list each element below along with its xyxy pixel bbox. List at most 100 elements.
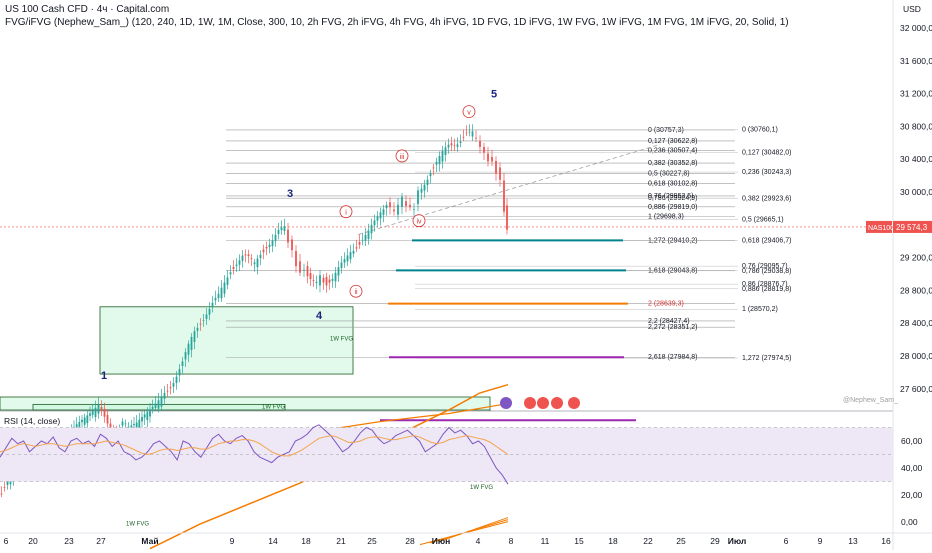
candle-body — [471, 131, 474, 137]
candle-body — [287, 229, 289, 243]
candle-body — [361, 239, 364, 241]
candle-body — [468, 131, 471, 133]
candle-body — [187, 343, 190, 355]
candle-body — [190, 336, 193, 351]
candle-body — [163, 393, 166, 399]
candle-body — [121, 421, 124, 426]
candle-body — [250, 258, 253, 260]
candle-body — [124, 423, 127, 425]
candle-body — [315, 281, 318, 283]
fib-level-label: 0,127 (30482,0) — [742, 149, 791, 156]
time-tick-label: 6 — [784, 536, 789, 546]
candle-body — [193, 331, 196, 342]
candle-body — [83, 417, 86, 425]
candle-body — [78, 421, 81, 427]
candle-body — [417, 190, 419, 205]
candle-body — [3, 487, 6, 489]
fib-level-label: 0,236 (30507,4) — [648, 147, 697, 154]
candle-body — [214, 297, 217, 301]
candle-body — [312, 280, 315, 282]
candle-body — [479, 141, 481, 147]
candle-body — [226, 277, 229, 285]
fvg-zone-label: 1W FVG — [262, 404, 285, 410]
svg-text:iii: iii — [400, 154, 405, 161]
rsi-tick-label: 0,00 — [901, 517, 918, 527]
symbol-tag-label: NAS100 — [868, 225, 894, 232]
watermark: @Nephew_Sam_ — [843, 397, 898, 404]
event-icon — [500, 397, 512, 409]
candle-body — [495, 161, 497, 174]
candle-body — [459, 141, 462, 143]
svg-text:v: v — [467, 110, 471, 117]
candle-body — [143, 414, 146, 418]
time-tick-label: Июл — [728, 536, 747, 546]
candle-body — [340, 262, 343, 268]
candle-body — [94, 407, 97, 418]
candle-body — [184, 352, 187, 360]
candle-body — [373, 220, 376, 226]
candle-body — [154, 403, 157, 408]
candle-body — [385, 205, 388, 209]
candle-body — [444, 147, 447, 156]
candle-body — [401, 196, 403, 207]
candle-body — [456, 144, 459, 147]
fib-level-label: 0,127 (30622,8) — [648, 138, 697, 145]
time-tick-label: 28 — [405, 536, 415, 546]
candle-body — [453, 145, 456, 147]
candle-body — [379, 212, 382, 219]
fib-level-label: 0,382 (30352,8) — [648, 160, 697, 167]
candle-body — [262, 249, 265, 253]
candle-body — [370, 224, 373, 234]
price-tick-label: 32 000,0 — [900, 23, 932, 33]
candle-body — [205, 314, 208, 320]
candle-body — [325, 276, 328, 286]
candle-body — [133, 423, 135, 426]
fib-level-label: 0,618 (30102,8) — [648, 181, 697, 188]
candle-body — [506, 205, 508, 230]
candle-body — [109, 423, 112, 430]
wave-label-v: v — [462, 105, 476, 119]
fib-level-label: 0,886 (29819,0) — [648, 204, 697, 211]
candle-body — [274, 234, 277, 242]
fib-level-label: 1,272 (27974,5) — [742, 355, 791, 362]
fib-level-label: 0,5 (29665,1) — [742, 216, 784, 223]
price-tick-label: 29 200,0 — [900, 253, 932, 263]
candle-body — [141, 416, 143, 422]
candle-body — [220, 287, 223, 299]
svg-text:i: i — [345, 210, 347, 217]
candle-body — [247, 254, 250, 257]
svg-text:iv: iv — [416, 219, 422, 226]
time-tick-label: 29 — [710, 536, 720, 546]
fib-level-label: 0 (30760,1) — [742, 127, 778, 134]
fib-level-label: 0,5 (30227,8) — [648, 170, 690, 177]
candle-body — [81, 419, 83, 423]
candle-body — [423, 184, 426, 191]
candle-body — [319, 275, 321, 286]
candle-body — [135, 422, 138, 428]
price-tick-label: 31 600,0 — [900, 56, 932, 66]
candle-body — [238, 260, 241, 265]
candle-body — [146, 411, 149, 420]
time-tick-label: 6 — [4, 536, 9, 546]
candle-body — [160, 396, 163, 407]
price-tag — [893, 220, 932, 233]
candle-body — [346, 255, 349, 262]
fib-level-label: 2,2 (28427,4) — [648, 318, 690, 325]
rsi-tick-label: 40,00 — [901, 463, 923, 473]
candle-body — [441, 151, 444, 162]
time-tick-label: 23 — [64, 536, 74, 546]
fib-level-label: 2 (28639,3) — [648, 301, 684, 308]
candle-body — [241, 255, 244, 261]
price-tick-label: 28 000,0 — [900, 351, 932, 361]
candle-body — [208, 308, 211, 315]
candle-body — [299, 261, 301, 273]
wave-label-ii: ii — [349, 284, 363, 298]
candle-body — [106, 415, 109, 424]
wave-label-1: 1 — [101, 370, 107, 382]
event-icon — [537, 397, 549, 409]
candle-body — [413, 209, 415, 210]
candle-body — [103, 408, 106, 417]
candle-body — [322, 277, 325, 283]
